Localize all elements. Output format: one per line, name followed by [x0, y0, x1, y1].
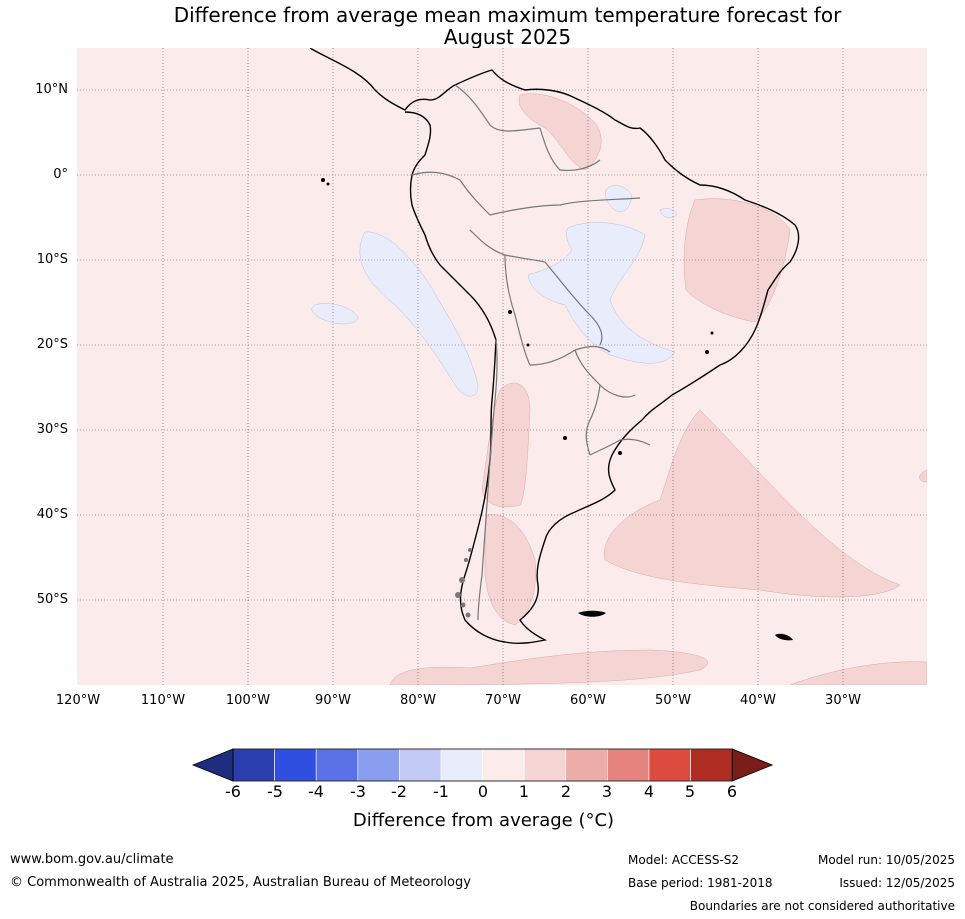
- colorbar-tick: -3: [350, 782, 366, 801]
- colorbar-segment: [232, 748, 275, 782]
- lon-label-50w: 50°W: [655, 693, 691, 708]
- colorbar-frame: [232, 748, 733, 782]
- colorbar-segment: [523, 748, 567, 782]
- colorbar-tick: 5: [684, 782, 696, 801]
- colorbar-segment: [565, 748, 608, 782]
- colorbar-segment: [315, 748, 359, 782]
- footer-base-period: Base period: 1981-2018: [628, 876, 773, 890]
- south-america-coastline: [309, 48, 800, 644]
- colorbar-segment: [648, 748, 691, 782]
- title-line-1: Difference from average mean maximum tem…: [173, 3, 842, 27]
- colorbar-segment: [274, 748, 317, 782]
- country-boundaries: [411, 84, 651, 621]
- lat-label-0: 0°: [53, 167, 68, 182]
- colorbar-segment: [357, 748, 400, 782]
- colorbar-tick: 1: [518, 782, 530, 801]
- southern-chile-fjords: [455, 548, 472, 618]
- lon-label-110w: 110°W: [140, 693, 186, 708]
- footer-model: Model: ACCESS-S2: [628, 853, 740, 867]
- footer-disclaimer: Boundaries are not considered authoritat…: [689, 899, 955, 913]
- cool-anomaly-regions: [311, 185, 678, 397]
- colorbar-tick: 3: [601, 782, 613, 801]
- footer-copyright: © Commonwealth of Australia 2025, Austra…: [10, 875, 471, 890]
- colorbar-label: Difference from average (°C): [352, 810, 615, 831]
- lat-label-40s: 40°S: [36, 507, 68, 522]
- lon-label-90w: 90°W: [315, 693, 351, 708]
- islands: [321, 178, 793, 641]
- colorbar-tick: -4: [308, 782, 324, 801]
- colorbar: [191, 748, 774, 782]
- colorbar-tick: 6: [726, 782, 738, 801]
- lon-label-60w: 60°W: [570, 693, 606, 708]
- lat-label-10n: 10°N: [35, 82, 68, 97]
- lat-label-50s: 50°S: [36, 592, 68, 607]
- colorbar-segment: [440, 748, 483, 782]
- lon-label-30w: 30°W: [825, 693, 861, 708]
- footer-url[interactable]: www.bom.gov.au/climate: [10, 852, 174, 867]
- map-title: Difference from average mean maximum tem…: [0, 4, 965, 48]
- lon-label-40w: 40°W: [740, 693, 776, 708]
- lat-label-30s: 30°S: [36, 422, 68, 437]
- colorbar-tick: 0: [477, 782, 489, 801]
- colorbar-segment: [399, 748, 442, 782]
- footer-issued: Issued: 12/05/2025: [839, 876, 955, 890]
- lon-label-120w: 120°W: [55, 693, 101, 708]
- map-area: [77, 48, 927, 685]
- lon-label-70w: 70°W: [485, 693, 521, 708]
- colorbar-segment: [482, 748, 525, 782]
- lon-label-100w: 100°W: [225, 693, 271, 708]
- graticule: [77, 48, 927, 685]
- footer-model-run: Model run: 10/05/2025: [817, 853, 955, 867]
- colorbar-tick: 4: [643, 782, 655, 801]
- lon-label-80w: 80°W: [400, 693, 436, 708]
- colorbar-tick: 2: [560, 782, 572, 801]
- colorbar-tick: -2: [391, 782, 407, 801]
- title-line-2: August 2025: [443, 25, 572, 49]
- colorbar-over-arrow: [731, 748, 774, 782]
- colorbar-segment: [607, 748, 650, 782]
- lat-label-10s: 10°S: [36, 252, 68, 267]
- colorbar-under-arrow: [191, 748, 234, 782]
- colorbar-tick: -1: [433, 782, 449, 801]
- lat-label-20s: 20°S: [36, 337, 68, 352]
- colorbar-tick: -6: [225, 782, 241, 801]
- colorbar-tick: -5: [267, 782, 283, 801]
- colorbar-segment: [690, 748, 733, 782]
- warm-anomaly-regions: [389, 93, 927, 685]
